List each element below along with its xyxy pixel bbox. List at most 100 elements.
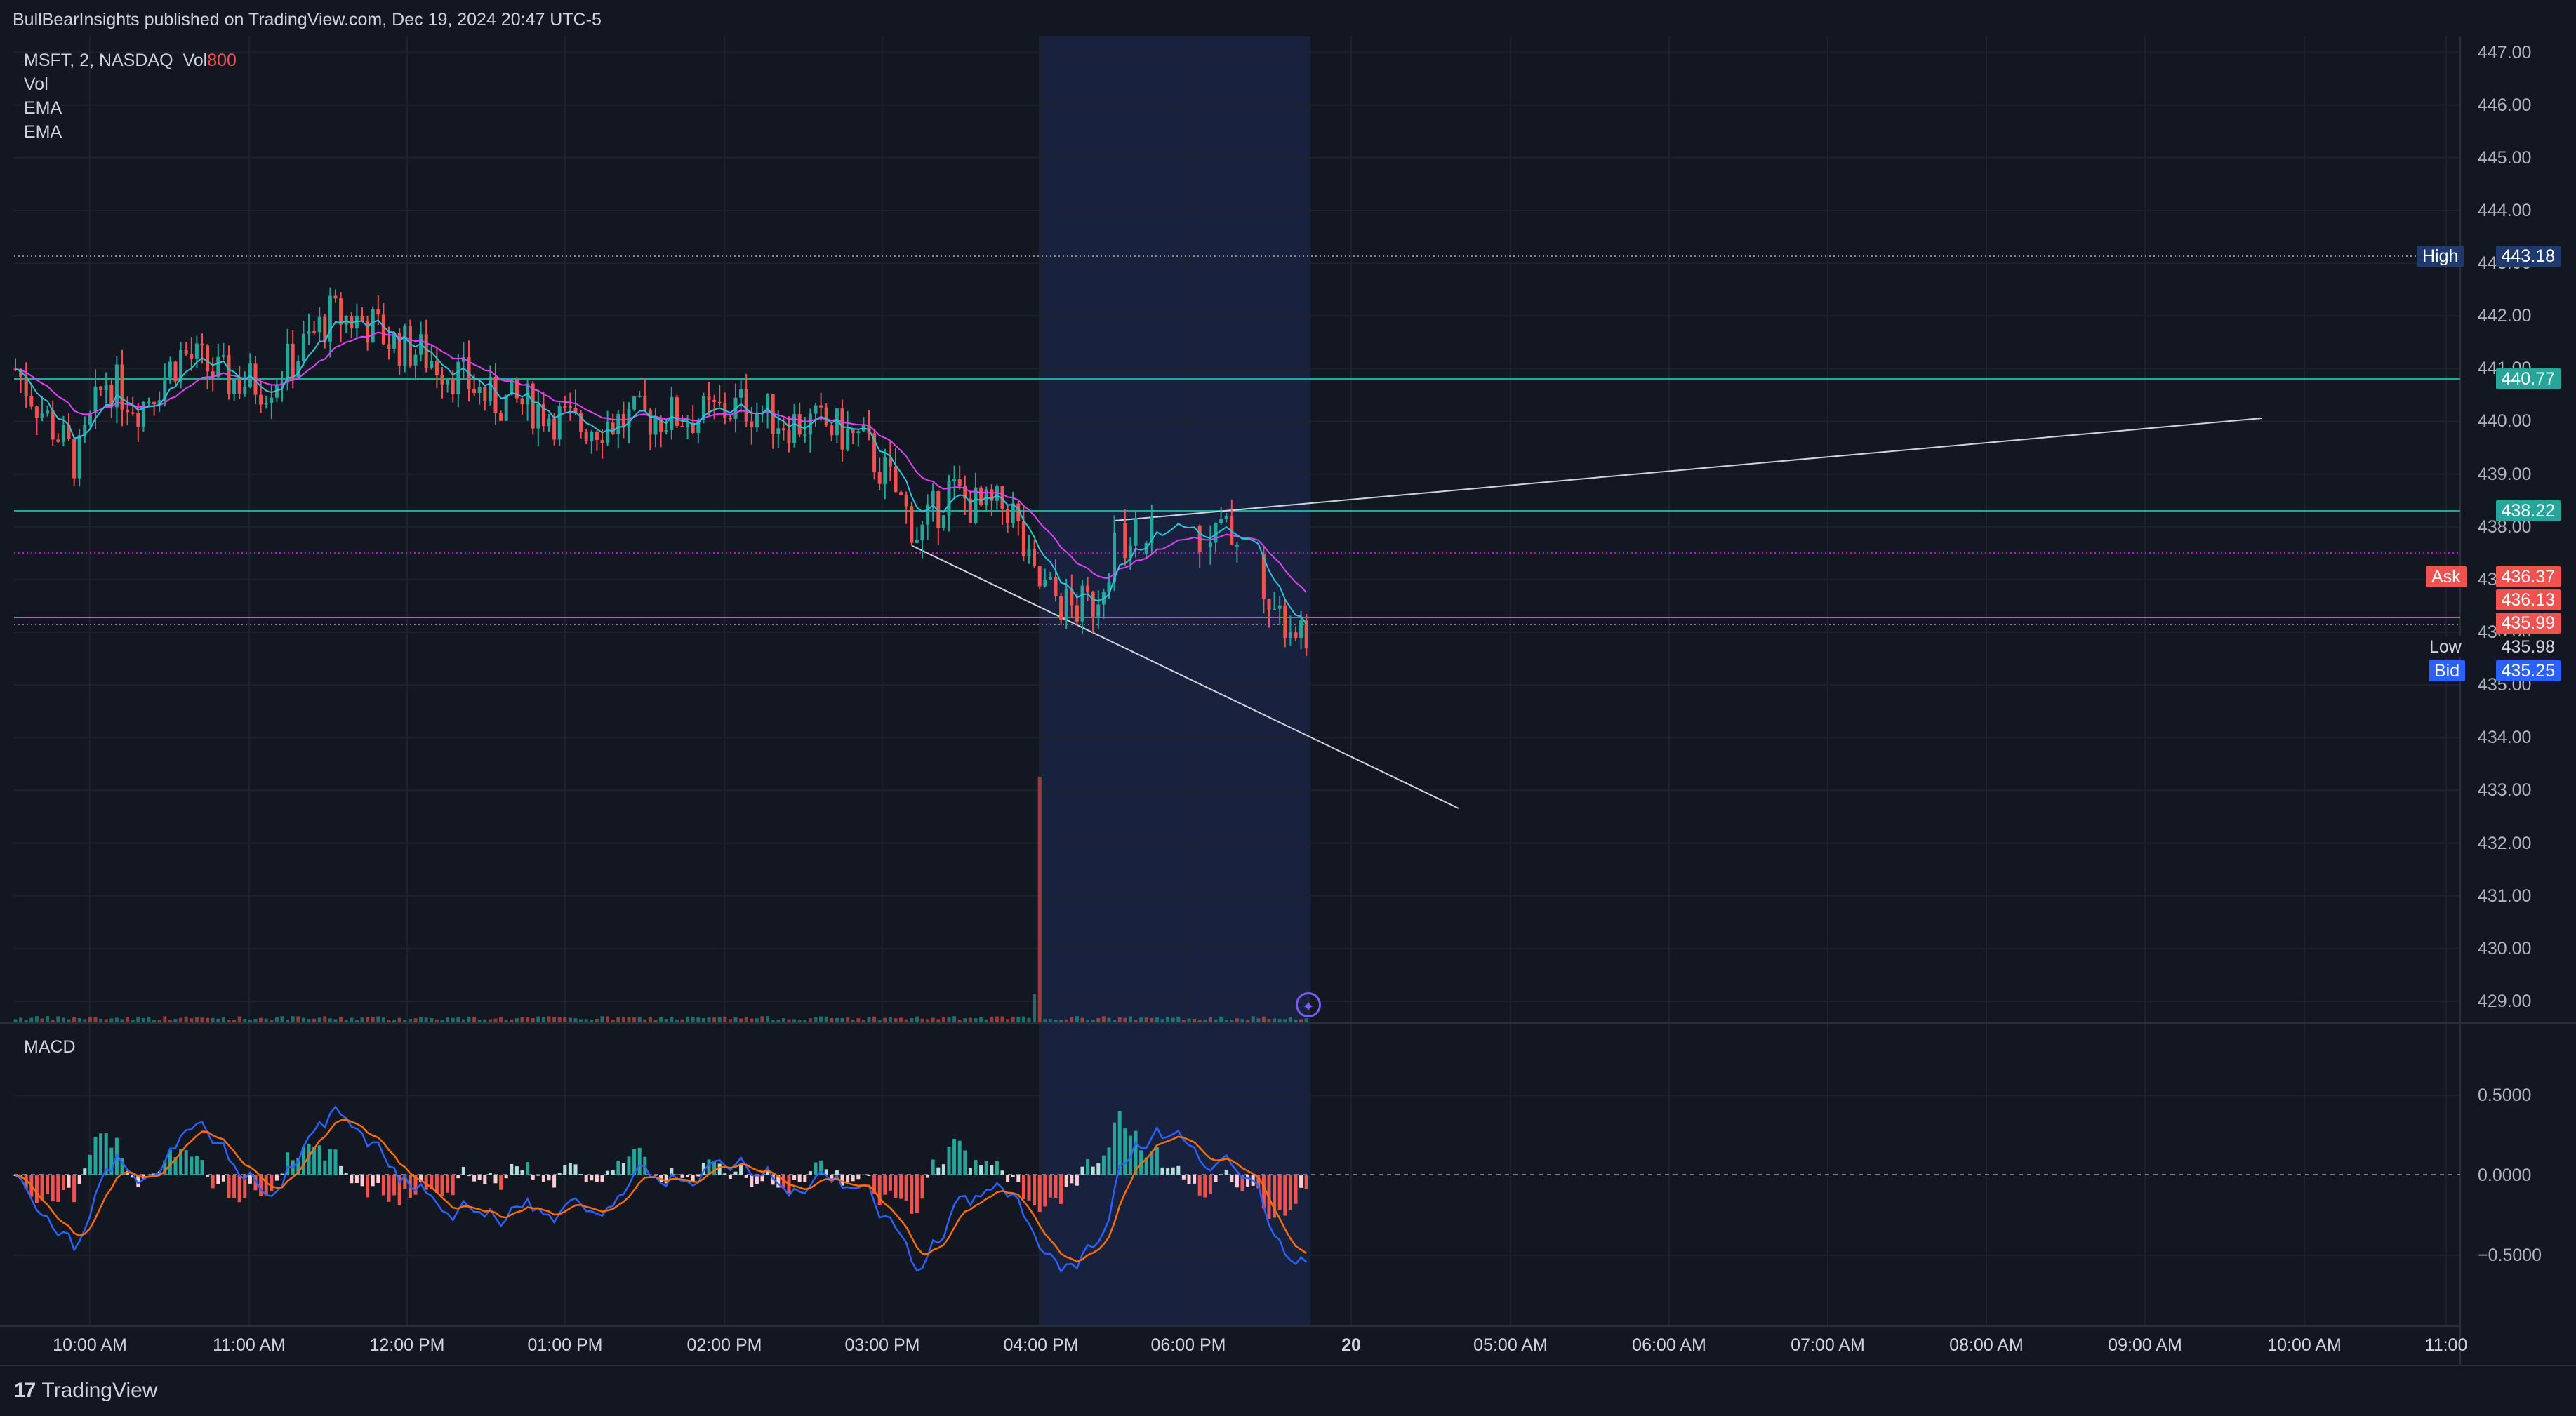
macd-histogram-bar	[317, 1145, 321, 1175]
bid-tag: Bid	[2429, 660, 2466, 681]
candle-body	[376, 309, 380, 315]
volume-bar	[883, 1017, 887, 1022]
macd-histogram-bar	[248, 1175, 252, 1184]
volume-bar	[227, 1020, 231, 1022]
volume-bar	[1011, 1017, 1015, 1022]
candle-body	[1006, 509, 1010, 523]
macd-histogram-bar	[1187, 1175, 1191, 1184]
ask-tag: Ask	[2426, 566, 2467, 587]
legend-ema-1[interactable]: EMA	[24, 98, 62, 118]
volume-bar	[1155, 1017, 1159, 1022]
candle-body	[968, 498, 972, 523]
legend-vol[interactable]: Vol	[24, 74, 48, 94]
tradingview-logo[interactable]: 17 TradingView	[14, 1379, 157, 1403]
volume-bar	[56, 1016, 60, 1022]
candle-body	[590, 432, 594, 441]
volume-bar	[184, 1016, 188, 1022]
candle-body	[317, 316, 321, 333]
volume-bar	[194, 1017, 199, 1022]
macd-histogram-bar	[274, 1175, 279, 1181]
candle-body	[40, 413, 44, 418]
candle-body	[899, 492, 903, 495]
candle-body	[243, 387, 247, 394]
candle-body	[61, 425, 65, 442]
candle-body	[717, 401, 722, 403]
volume-bar	[504, 1019, 508, 1022]
candle-body	[670, 396, 674, 430]
volume-bar	[584, 1019, 588, 1022]
candle-body	[173, 361, 178, 382]
macd-histogram-bar	[163, 1160, 167, 1175]
macd-histogram-bar	[584, 1175, 588, 1182]
volume-bar	[440, 1020, 444, 1022]
candle-body	[397, 333, 401, 366]
volume-bar	[1134, 1019, 1138, 1022]
macd-histogram-bar	[616, 1160, 620, 1175]
volume-bar	[477, 1020, 482, 1022]
candle-body	[1021, 521, 1025, 557]
macd-histogram-bar	[1171, 1167, 1175, 1175]
volume-bar	[675, 1019, 679, 1022]
volume-bar	[899, 1017, 903, 1022]
candle-body	[1123, 523, 1127, 559]
legend-ema-2[interactable]: EMA	[24, 122, 62, 142]
macd-histogram-bar	[339, 1165, 343, 1175]
signal-line	[15, 1118, 1307, 1263]
volume-bar	[403, 1020, 407, 1022]
volume-bar	[29, 1017, 34, 1022]
candle-body	[995, 486, 999, 501]
candle-body	[514, 379, 519, 399]
legend-symbol[interactable]: MSFT, 2, NASDAQ Vol800	[24, 51, 237, 71]
bid-price-label: 435.25	[2495, 660, 2561, 681]
volume-bar	[787, 1019, 791, 1022]
legend-macd[interactable]: MACD	[24, 1037, 76, 1057]
candle-body	[360, 316, 364, 321]
macd-histogram-bar	[206, 1175, 210, 1177]
session-highlight	[1039, 36, 1310, 1326]
macd-histogram-bar	[488, 1173, 492, 1175]
macd-histogram-bar	[221, 1175, 225, 1182]
volume-bar	[24, 1020, 28, 1022]
candle-body	[83, 425, 87, 436]
candle-body	[872, 433, 877, 472]
macd-histogram-bar	[1101, 1155, 1106, 1175]
macd-histogram-bar	[1107, 1147, 1111, 1175]
volume-bar	[1000, 1016, 1004, 1022]
volume-bar	[381, 1017, 385, 1022]
macd-histogram-bar	[1214, 1175, 1218, 1182]
macd-histogram-bar	[1070, 1175, 1074, 1184]
candle-body	[595, 432, 599, 441]
candle-body	[371, 309, 375, 343]
candle-body	[126, 409, 130, 413]
volume-bar	[744, 1017, 748, 1022]
candle-body	[114, 364, 119, 408]
candle-body	[264, 403, 268, 405]
macd-histogram-bar	[1304, 1175, 1308, 1190]
volume-bar	[1016, 1017, 1021, 1022]
macd-histogram-bar	[397, 1175, 401, 1206]
macd-histogram-bar	[894, 1175, 898, 1198]
candle-body	[584, 432, 588, 441]
candle-body	[792, 413, 797, 443]
volume-bar	[595, 1019, 599, 1022]
volume-bar	[1256, 1018, 1261, 1022]
candle-body	[1016, 503, 1021, 521]
candle-body	[1096, 604, 1101, 617]
macd-histogram-bar	[1075, 1175, 1079, 1186]
volume-bar	[926, 1019, 930, 1022]
volume-bar	[797, 1020, 802, 1022]
add-alert-star-button[interactable]: ✦	[1296, 992, 1321, 1017]
volume-bar	[861, 1020, 865, 1022]
candle-body	[1043, 579, 1047, 587]
macd-tick: −0.5000	[2478, 1245, 2542, 1265]
volume-bar	[840, 1017, 844, 1022]
candle-body	[424, 334, 428, 368]
macd-histogram-bar	[211, 1175, 215, 1189]
macd-histogram-bar	[573, 1164, 578, 1175]
candle-body	[99, 386, 103, 390]
macd-histogram-bar	[1261, 1175, 1266, 1209]
macd-histogram-bar	[1294, 1175, 1298, 1204]
volume-bar	[590, 1019, 594, 1022]
candle-body	[728, 418, 732, 420]
